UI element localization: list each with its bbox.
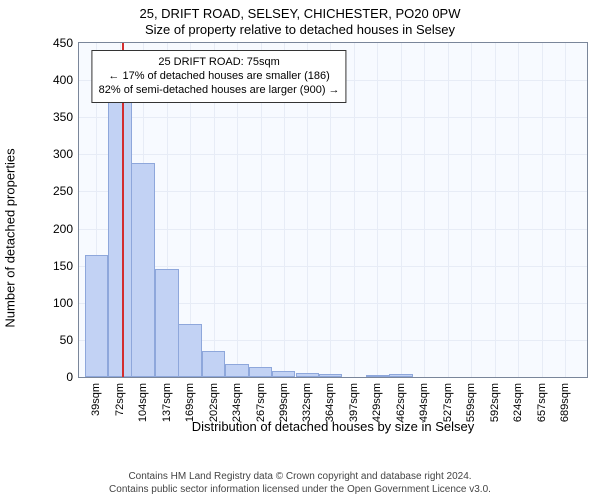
x-tick-label: 267sqm bbox=[255, 383, 267, 422]
x-tick-label: 429sqm bbox=[371, 383, 383, 422]
bar bbox=[296, 373, 319, 377]
y-tick-label: 150 bbox=[53, 259, 79, 273]
bar bbox=[319, 374, 342, 377]
gridline-v bbox=[354, 43, 355, 377]
y-tick-label: 0 bbox=[66, 370, 79, 384]
x-tick-label: 494sqm bbox=[418, 383, 430, 422]
x-tick-label: 72sqm bbox=[114, 383, 126, 416]
gridline-v bbox=[401, 43, 402, 377]
bar bbox=[389, 374, 412, 377]
footer: Contains HM Land Registry data © Crown c… bbox=[0, 470, 600, 496]
chart-area: Number of detached properties 0501001502… bbox=[28, 42, 588, 434]
x-tick-label: 624sqm bbox=[512, 383, 524, 422]
x-tick-label: 234sqm bbox=[231, 383, 243, 422]
x-tick-label: 332sqm bbox=[301, 383, 313, 422]
x-tick-label: 137sqm bbox=[161, 383, 173, 422]
bar bbox=[366, 375, 389, 377]
gridline-h bbox=[79, 191, 587, 192]
gridline-v bbox=[518, 43, 519, 377]
annotation-box: 25 DRIFT ROAD: 75sqm← 17% of detached ho… bbox=[92, 50, 347, 103]
bar bbox=[178, 324, 201, 377]
x-tick-label: 689sqm bbox=[559, 383, 571, 422]
x-tick-label: 527sqm bbox=[442, 383, 454, 422]
gridline-h bbox=[79, 266, 587, 267]
bar bbox=[202, 351, 225, 377]
gridline-h bbox=[79, 229, 587, 230]
x-tick-label: 104sqm bbox=[137, 383, 149, 422]
footer-line-1: Contains HM Land Registry data © Crown c… bbox=[0, 470, 600, 483]
gridline-h bbox=[79, 117, 587, 118]
y-tick-label: 200 bbox=[53, 222, 79, 236]
x-tick-label: 299sqm bbox=[278, 383, 290, 422]
x-tick-label: 559sqm bbox=[465, 383, 477, 422]
bar bbox=[225, 364, 248, 377]
x-tick-label: 592sqm bbox=[489, 383, 501, 422]
x-tick-label: 202sqm bbox=[208, 383, 220, 422]
x-tick-label: 657sqm bbox=[536, 383, 548, 422]
title-line-1: 25, DRIFT ROAD, SELSEY, CHICHESTER, PO20… bbox=[0, 6, 600, 22]
bar bbox=[155, 269, 178, 377]
title-line-2: Size of property relative to detached ho… bbox=[0, 22, 600, 38]
bar bbox=[85, 255, 108, 377]
plot-outer: 05010015020025030035040045039sqm72sqm104… bbox=[78, 42, 588, 378]
gridline-v bbox=[424, 43, 425, 377]
bar bbox=[272, 371, 295, 377]
bar bbox=[249, 367, 272, 377]
chart-container: 25, DRIFT ROAD, SELSEY, CHICHESTER, PO20… bbox=[0, 0, 600, 500]
y-tick-label: 400 bbox=[53, 73, 79, 87]
title-block: 25, DRIFT ROAD, SELSEY, CHICHESTER, PO20… bbox=[0, 6, 600, 39]
y-axis-label: Number of detached properties bbox=[3, 148, 18, 327]
bar bbox=[108, 99, 131, 377]
gridline-v bbox=[377, 43, 378, 377]
gridline-v bbox=[495, 43, 496, 377]
gridline-v bbox=[448, 43, 449, 377]
y-tick-label: 100 bbox=[53, 296, 79, 310]
y-tick-label: 300 bbox=[53, 147, 79, 161]
footer-line-2: Contains public sector information licen… bbox=[0, 483, 600, 496]
annotation-line2: ← 17% of detached houses are smaller (18… bbox=[99, 69, 340, 83]
gridline-v bbox=[471, 43, 472, 377]
x-tick-label: 39sqm bbox=[90, 383, 102, 416]
gridline-v bbox=[542, 43, 543, 377]
annotation-line1: 25 DRIFT ROAD: 75sqm bbox=[99, 55, 340, 69]
y-tick-label: 250 bbox=[53, 184, 79, 198]
plot-region: 05010015020025030035040045039sqm72sqm104… bbox=[78, 42, 588, 378]
y-tick-label: 350 bbox=[53, 110, 79, 124]
annotation-line3: 82% of semi-detached houses are larger (… bbox=[99, 83, 340, 97]
gridline-h bbox=[79, 154, 587, 155]
x-tick-label: 169sqm bbox=[184, 383, 196, 422]
bar bbox=[131, 163, 154, 377]
x-tick-label: 364sqm bbox=[324, 383, 336, 422]
y-tick-label: 50 bbox=[60, 333, 79, 347]
x-tick-label: 397sqm bbox=[348, 383, 360, 422]
y-tick-label: 450 bbox=[53, 36, 79, 50]
gridline-v bbox=[565, 43, 566, 377]
x-tick-label: 462sqm bbox=[395, 383, 407, 422]
x-axis-label: Distribution of detached houses by size … bbox=[78, 419, 588, 434]
